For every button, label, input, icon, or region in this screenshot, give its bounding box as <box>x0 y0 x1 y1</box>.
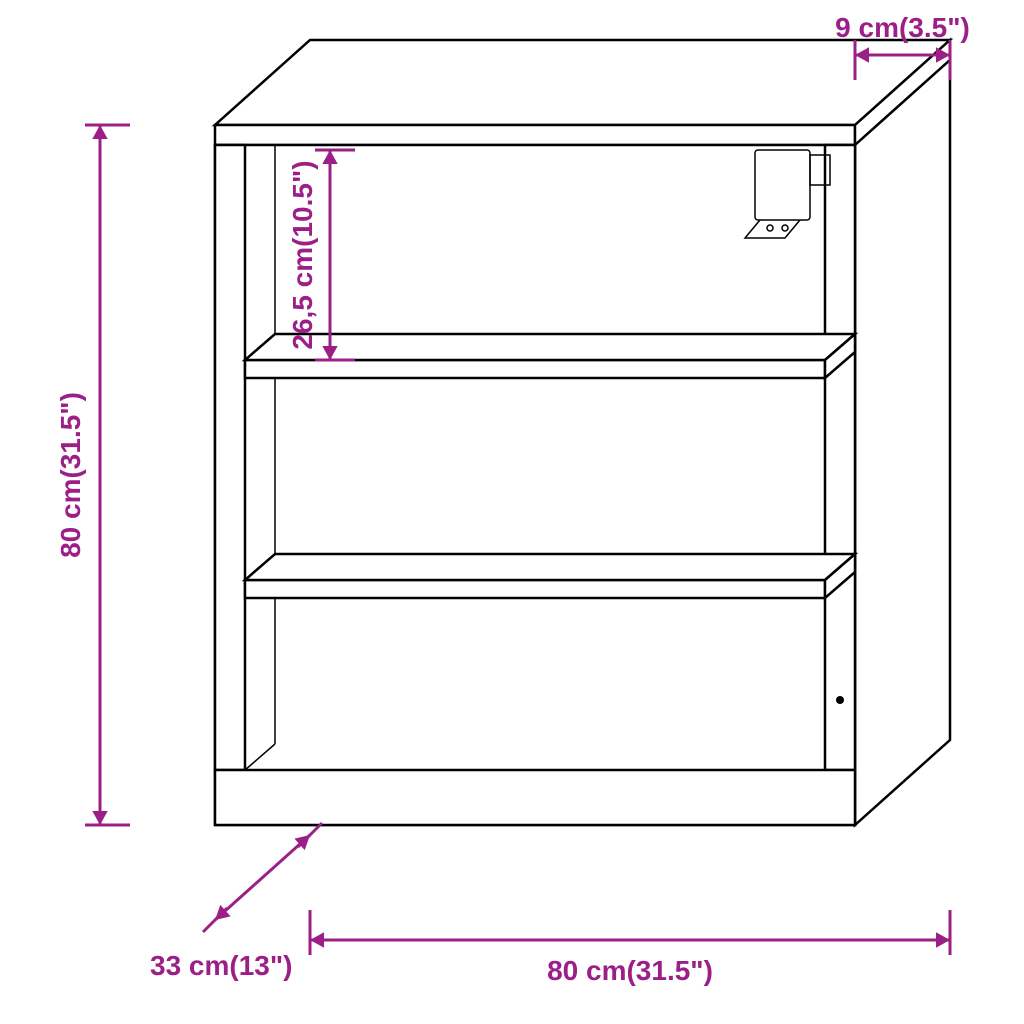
dim-width-label: 80 cm(31.5") <box>547 955 713 986</box>
dim-height-label: 80 cm(31.5") <box>55 392 86 558</box>
dimension-diagram: 80 cm(31.5") 26,5 cm(10.5") 80 cm(31.5") 33… <box>0 0 1024 1024</box>
dim-depth-label: 33 cm(13") <box>150 950 292 981</box>
dim-shelf-height-label: 26,5 cm(10.5") <box>287 160 318 349</box>
dim-top-depth-label: 9 cm(3.5") <box>835 12 970 43</box>
cabinet <box>215 40 950 825</box>
